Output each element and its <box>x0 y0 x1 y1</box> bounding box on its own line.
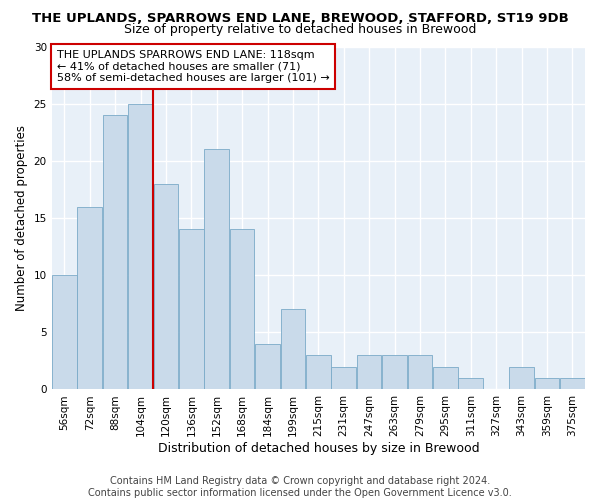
Text: Contains HM Land Registry data © Crown copyright and database right 2024.
Contai: Contains HM Land Registry data © Crown c… <box>88 476 512 498</box>
Bar <box>77 206 102 390</box>
Bar <box>331 366 356 390</box>
Bar <box>52 275 77 390</box>
Y-axis label: Number of detached properties: Number of detached properties <box>15 125 28 311</box>
Bar <box>433 366 458 390</box>
Bar <box>560 378 584 390</box>
Bar <box>407 355 432 390</box>
Text: THE UPLANDS, SPARROWS END LANE, BREWOOD, STAFFORD, ST19 9DB: THE UPLANDS, SPARROWS END LANE, BREWOOD,… <box>32 12 568 26</box>
Bar <box>509 366 534 390</box>
Bar <box>179 230 203 390</box>
Bar <box>128 104 153 390</box>
Text: THE UPLANDS SPARROWS END LANE: 118sqm
← 41% of detached houses are smaller (71)
: THE UPLANDS SPARROWS END LANE: 118sqm ← … <box>57 50 330 83</box>
Bar <box>357 355 382 390</box>
X-axis label: Distribution of detached houses by size in Brewood: Distribution of detached houses by size … <box>158 442 479 455</box>
Bar <box>306 355 331 390</box>
Bar <box>154 184 178 390</box>
Bar <box>458 378 483 390</box>
Bar <box>103 115 127 390</box>
Bar <box>281 310 305 390</box>
Bar <box>230 230 254 390</box>
Bar <box>382 355 407 390</box>
Bar <box>535 378 559 390</box>
Text: Size of property relative to detached houses in Brewood: Size of property relative to detached ho… <box>124 22 476 36</box>
Bar <box>255 344 280 390</box>
Bar <box>205 150 229 390</box>
